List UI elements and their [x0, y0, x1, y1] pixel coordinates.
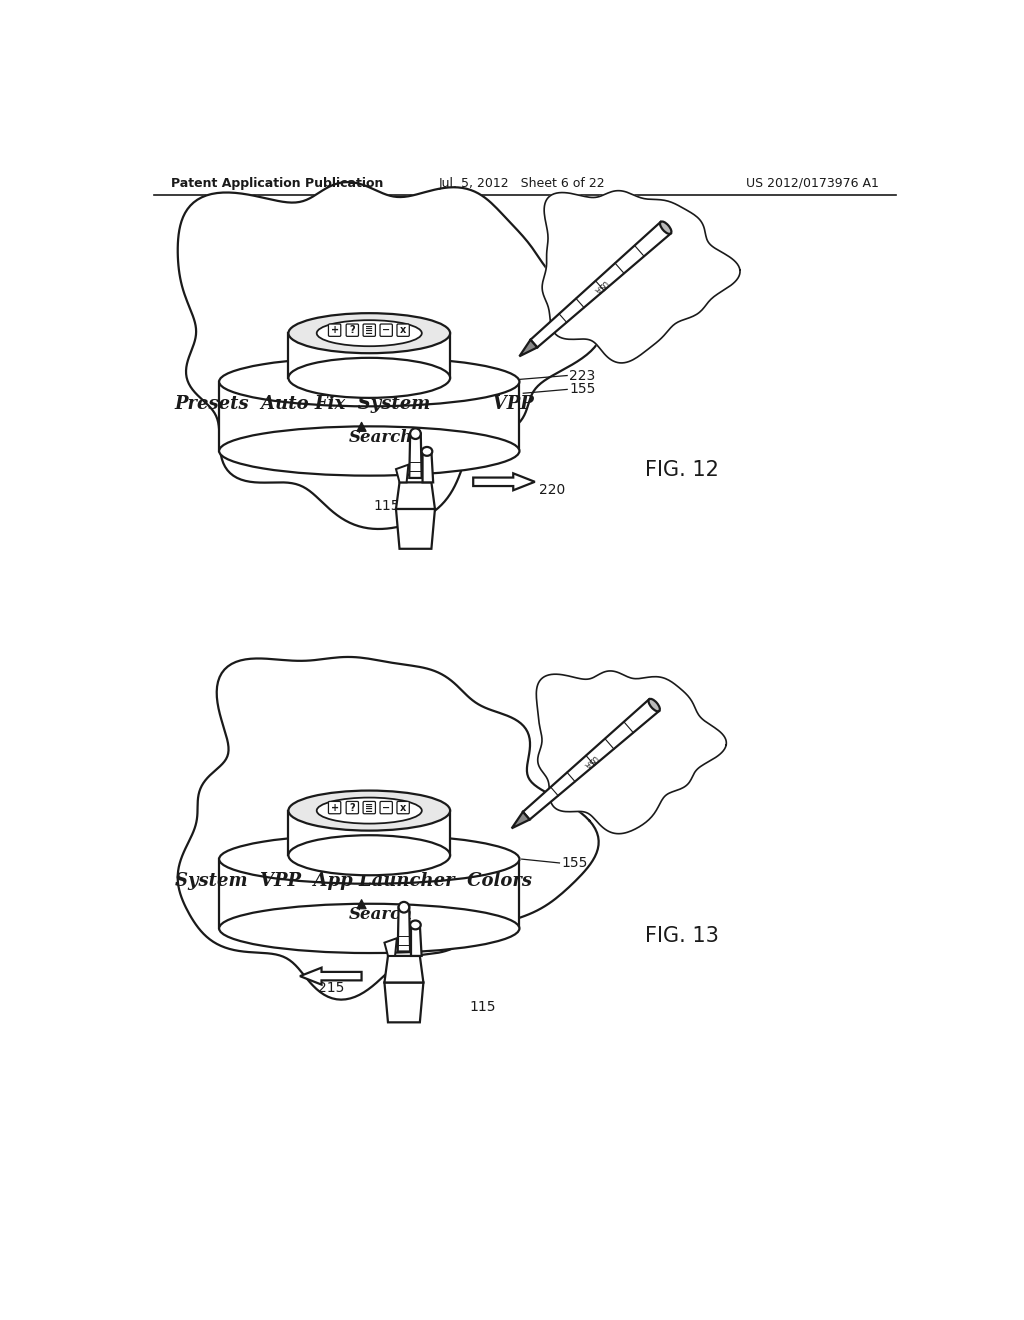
Polygon shape: [219, 381, 519, 451]
Text: ?: ?: [349, 325, 355, 335]
Polygon shape: [473, 474, 535, 490]
Text: USA: USA: [582, 752, 599, 770]
FancyBboxPatch shape: [397, 323, 410, 337]
Ellipse shape: [411, 429, 421, 440]
Text: 155: 155: [569, 383, 596, 396]
Ellipse shape: [660, 222, 672, 234]
Text: 20: 20: [596, 767, 614, 781]
Polygon shape: [411, 925, 422, 956]
Ellipse shape: [410, 920, 421, 929]
Polygon shape: [423, 451, 433, 482]
Polygon shape: [384, 982, 423, 1022]
FancyBboxPatch shape: [329, 801, 341, 813]
Text: x: x: [400, 803, 407, 813]
Text: FIG. 12: FIG. 12: [645, 461, 719, 480]
FancyBboxPatch shape: [397, 801, 410, 813]
Ellipse shape: [289, 313, 451, 354]
Text: 115: 115: [373, 499, 399, 513]
Ellipse shape: [219, 834, 519, 884]
Polygon shape: [300, 968, 361, 985]
Ellipse shape: [219, 426, 519, 475]
FancyBboxPatch shape: [329, 323, 341, 337]
Text: Patent Application Publication: Patent Application Publication: [171, 177, 383, 190]
Text: 155: 155: [562, 855, 588, 870]
Polygon shape: [219, 859, 519, 928]
Polygon shape: [396, 482, 435, 510]
Ellipse shape: [289, 836, 451, 875]
FancyBboxPatch shape: [346, 323, 358, 337]
Polygon shape: [178, 182, 602, 529]
Ellipse shape: [316, 797, 422, 824]
Polygon shape: [410, 434, 422, 478]
Polygon shape: [537, 671, 726, 834]
Ellipse shape: [219, 904, 519, 953]
Polygon shape: [384, 956, 423, 982]
Text: 215: 215: [317, 981, 344, 995]
Ellipse shape: [422, 447, 432, 455]
Text: Jul. 5, 2012   Sheet 6 of 22: Jul. 5, 2012 Sheet 6 of 22: [438, 177, 605, 190]
Ellipse shape: [398, 902, 410, 912]
Text: −: −: [382, 803, 390, 813]
Text: 223: 223: [569, 368, 596, 383]
Text: Search: Search: [348, 429, 413, 446]
Ellipse shape: [219, 358, 519, 407]
Text: −: −: [382, 325, 390, 335]
Text: +: +: [331, 325, 339, 335]
Polygon shape: [523, 700, 659, 820]
Text: +: +: [331, 803, 339, 813]
Text: FIG. 13: FIG. 13: [645, 927, 719, 946]
Text: US 2012/0173976 A1: US 2012/0173976 A1: [746, 177, 879, 190]
FancyBboxPatch shape: [346, 801, 358, 813]
FancyBboxPatch shape: [364, 323, 376, 337]
Text: ≣: ≣: [366, 325, 374, 335]
Polygon shape: [357, 422, 367, 432]
Text: ?: ?: [349, 803, 355, 813]
Text: ≣: ≣: [366, 803, 374, 813]
Polygon shape: [357, 899, 367, 908]
Text: USA: USA: [591, 277, 608, 294]
Ellipse shape: [289, 358, 451, 397]
Ellipse shape: [648, 698, 659, 711]
Text: 220: 220: [539, 483, 565, 496]
Text: x: x: [400, 325, 407, 335]
Polygon shape: [512, 812, 529, 829]
Ellipse shape: [289, 791, 451, 830]
FancyBboxPatch shape: [364, 801, 376, 813]
Text: System  VPP  App Launcher  Colors: System VPP App Launcher Colors: [175, 873, 532, 890]
Text: Search: Search: [348, 906, 413, 923]
Polygon shape: [384, 939, 397, 956]
Polygon shape: [396, 510, 435, 549]
Polygon shape: [542, 190, 740, 363]
Polygon shape: [289, 333, 451, 378]
Text: Presets  Auto Fix  System          VPP: Presets Auto Fix System VPP: [174, 395, 534, 413]
Text: 115: 115: [469, 1001, 496, 1014]
Polygon shape: [289, 810, 451, 855]
Polygon shape: [519, 339, 538, 356]
FancyBboxPatch shape: [380, 323, 392, 337]
FancyBboxPatch shape: [380, 801, 392, 813]
Polygon shape: [397, 907, 410, 952]
Text: 20: 20: [605, 294, 623, 308]
Ellipse shape: [316, 321, 422, 346]
Polygon shape: [178, 657, 599, 999]
Polygon shape: [530, 222, 671, 347]
Polygon shape: [396, 465, 409, 482]
